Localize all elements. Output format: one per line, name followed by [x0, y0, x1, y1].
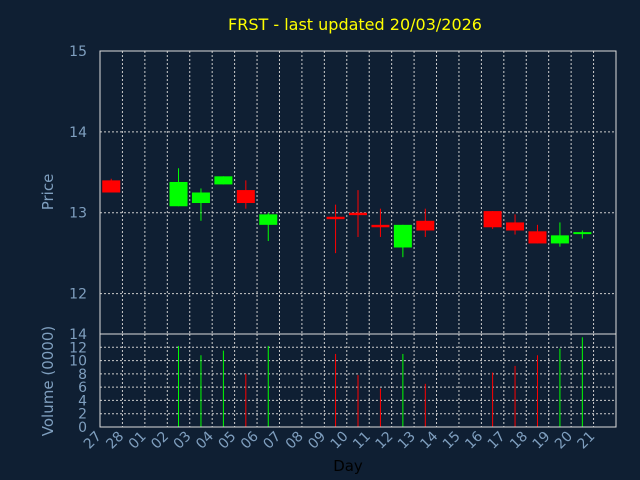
x-tick-label: 06: [238, 428, 262, 452]
x-tick-label: 15: [440, 429, 464, 453]
volume-axis-label: Volume (0000): [39, 326, 57, 436]
candle-body: [191, 192, 210, 204]
x-tick-label: 10: [328, 429, 352, 453]
price-tick-label: 15: [69, 44, 87, 60]
candle-body: [371, 224, 390, 228]
x-tick-label: 28: [103, 429, 127, 453]
candle-body: [393, 224, 412, 248]
x-axis-label: Day: [333, 457, 363, 475]
price-axis-label: Price: [39, 174, 57, 211]
price-tick-label: 12: [69, 287, 87, 303]
candle-body: [169, 181, 188, 207]
x-tick-label: 20: [552, 429, 576, 453]
candle-body: [573, 232, 592, 235]
x-tick-label: 21: [574, 429, 598, 453]
x-tick-label: 14: [417, 428, 441, 452]
x-tick-label: 05: [216, 429, 240, 453]
x-tick-label: 12: [373, 429, 397, 453]
x-tick-label: 01: [126, 429, 150, 453]
price-tick-label: 13: [69, 206, 87, 222]
candle-body: [483, 211, 502, 228]
x-tick-label: 04: [193, 428, 217, 452]
x-tick-label: 08: [283, 429, 307, 453]
volume-tick-label: 14: [69, 327, 87, 343]
candle-body: [506, 222, 525, 231]
volume-tick-label: 4: [78, 393, 87, 409]
chart-title: FRST - last updated 20/03/2026: [228, 15, 482, 34]
x-tick-label: 18: [507, 429, 531, 453]
volume-tick-label: 2: [78, 407, 87, 423]
candle-body: [214, 176, 233, 185]
price-tick-label: 14: [69, 125, 87, 141]
price-panel: 12 13 14 15: [69, 44, 617, 335]
candle-body: [236, 190, 255, 204]
candle-body: [528, 231, 547, 244]
candle-body: [550, 235, 569, 244]
x-tick-label: 03: [171, 429, 195, 453]
volume-tick-label: 0: [78, 420, 87, 436]
candle-body: [102, 180, 121, 193]
volume-tick-label: 12: [69, 340, 87, 356]
x-tick-label: 09: [305, 429, 329, 453]
volume-tick-label: 8: [78, 367, 87, 383]
volume-tick-label: 10: [69, 354, 87, 370]
x-tick-label: 11: [350, 429, 374, 453]
x-tick-label: 16: [462, 428, 486, 452]
x-tick-label: 07: [260, 429, 284, 453]
x-tick-label: 02: [148, 429, 172, 453]
candle-body: [349, 212, 367, 216]
candle-body: [416, 220, 435, 231]
x-tick-label: 19: [530, 429, 554, 453]
candle-body: [326, 216, 345, 220]
x-tick-label: 13: [395, 429, 419, 453]
x-tick-labels: 2728010203040506070809101112131415161718…: [81, 428, 598, 452]
volume-tick-label: 6: [78, 380, 87, 396]
volume-frame: [99, 333, 617, 428]
candle-body: [259, 214, 278, 225]
x-tick-label: 17: [485, 429, 509, 453]
